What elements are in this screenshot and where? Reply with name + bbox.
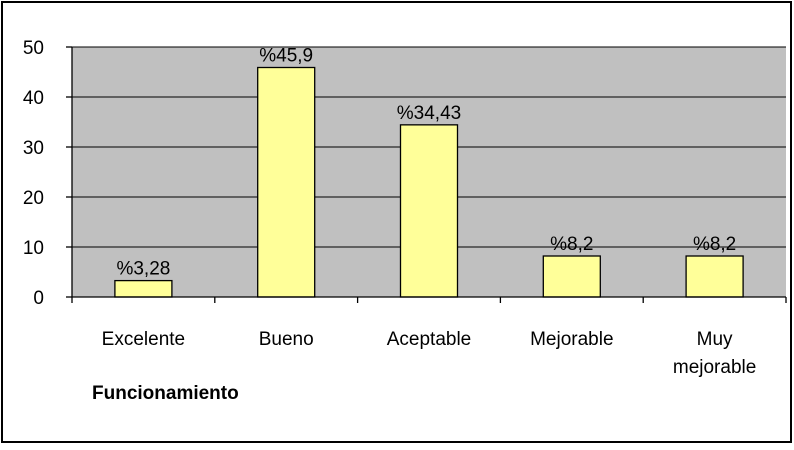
- data-label-bueno: %45,9: [259, 46, 313, 67]
- data-label-excelente: %3,28: [116, 259, 170, 280]
- x-tick-label-bueno: Bueno: [259, 329, 314, 350]
- x-tick-label-aceptable: Aceptable: [387, 329, 472, 350]
- x-tick-label-muy-mejorable: Muy mejorable: [673, 329, 756, 378]
- y-tick-label-50: 50: [23, 38, 44, 59]
- chart-title: Funcionamiento: [92, 383, 239, 404]
- data-label-mejorable: %8,2: [550, 234, 593, 255]
- bar-excelente: [114, 279, 173, 298]
- bar-bueno: [257, 66, 316, 298]
- data-labels: %3,28 %45,9 %34,43 %8,2 %8,2: [116, 46, 736, 280]
- y-tick-label-20: 20: [23, 188, 44, 209]
- bar-muy-mejorable: [685, 255, 744, 298]
- y-tick-label-40: 40: [23, 88, 44, 109]
- data-label-aceptable: %34,43: [397, 103, 461, 124]
- data-label-muy-mejorable: %8,2: [693, 234, 736, 255]
- axes: [66, 46, 787, 303]
- y-axis-tick-labels: 0 10 20 30 40 50: [23, 38, 44, 309]
- y-tick-label-30: 30: [23, 138, 44, 159]
- y-tick-label-0: 0: [33, 288, 44, 309]
- x-tick-label-mejorable: Mejorable: [530, 329, 613, 350]
- bars: [114, 66, 744, 298]
- y-tick-label-10: 10: [23, 238, 44, 259]
- bar-mejorable: [542, 255, 601, 298]
- x-axis-tick-labels: Excelente Bueno Aceptable Mejorable Muy mejor…: [102, 329, 757, 378]
- x-tick-label-excelente: Excelente: [102, 329, 185, 350]
- bar-aceptable: [399, 124, 459, 298]
